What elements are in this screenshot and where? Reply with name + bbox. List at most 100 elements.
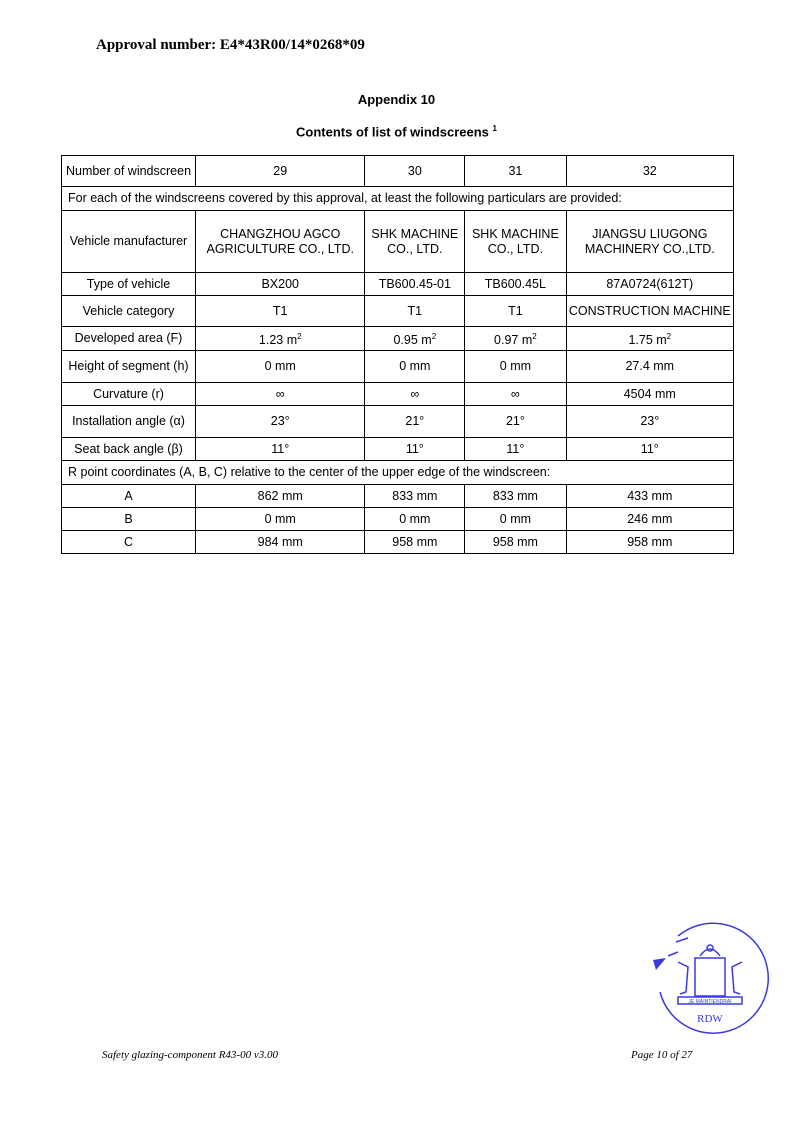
table-cell-text: 29 bbox=[273, 163, 288, 178]
row-label: B bbox=[61, 507, 196, 531]
table-cell-text: 23° bbox=[640, 414, 660, 428]
row-label: Vehicle category bbox=[61, 295, 196, 327]
table-row: Seat back angle (β) 11° 11° 11° 11° bbox=[61, 437, 735, 461]
row-label: Seat back angle (β) bbox=[61, 437, 196, 461]
table-cell: TB600.45L bbox=[464, 272, 567, 296]
table-cell-text: CONSTRUCTION MACHINE bbox=[568, 303, 731, 318]
row-label: Number of windscreen bbox=[61, 155, 196, 187]
table-cell-text: 984 mm bbox=[257, 534, 303, 549]
approval-number: Approval number: E4*43R00/14*0268*09 bbox=[96, 37, 365, 53]
table-cell-text: TB600.45L bbox=[484, 276, 546, 291]
table-cell-text: ∞ bbox=[410, 386, 420, 401]
table-cell: 11° bbox=[364, 437, 466, 461]
table-cell-text: 87A0724(612T) bbox=[606, 276, 694, 291]
r-point-intro: R point coordinates (A, B, C) relative t… bbox=[61, 460, 734, 485]
table-cell: 0 mm bbox=[464, 350, 567, 383]
rdw-stamp: JE MAINTIENDRAI RDW bbox=[653, 922, 769, 1034]
footnote-marker: 1 bbox=[492, 124, 497, 133]
table-cell: 833 mm bbox=[364, 484, 466, 508]
table-row: Vehicle category T1 T1 T1 CONSTRUCTION MACHI… bbox=[61, 295, 735, 327]
footer-document-id: Safety glazing-component R43-00 v3.00 bbox=[102, 1049, 278, 1061]
table-cell-text: 0.97 m bbox=[494, 333, 533, 348]
table-cell: SHK MACHINE CO., LTD. bbox=[364, 210, 466, 273]
table-cell-text: 1.23 m bbox=[258, 333, 298, 348]
table-cell-text: 27.4 mm bbox=[625, 359, 675, 373]
superscript: 2 bbox=[532, 331, 537, 341]
table-cell-text: BX200 bbox=[261, 276, 299, 291]
table-cell-text: CHANGZHOU AGCO AGRICULTURE CO., LTD. bbox=[206, 226, 354, 256]
table-cell-text: 11° bbox=[405, 441, 424, 456]
table-cell: CHANGZHOU AGCO AGRICULTURE CO., LTD. bbox=[194, 210, 366, 273]
table-cell: 0 mm bbox=[194, 350, 366, 383]
svg-text:JE MAINTIENDRAI: JE MAINTIENDRAI bbox=[688, 999, 731, 1005]
table-cell-text: 246 mm bbox=[627, 511, 673, 526]
table-cell-text: 0 mm bbox=[499, 511, 532, 526]
list-title: Contents of list of windscreens 1 bbox=[0, 124, 793, 139]
row-label-text: Vehicle category bbox=[82, 303, 175, 318]
row-label-text: Vehicle manufacturer bbox=[69, 234, 188, 248]
table-cell-text: 862 mm bbox=[257, 488, 303, 503]
table-cell-text: T1 bbox=[272, 303, 288, 318]
table-cell-text: 0 mm bbox=[264, 511, 296, 526]
row-label-text: C bbox=[123, 534, 134, 549]
table-cell-text: 21° bbox=[505, 414, 525, 428]
row-label-text: Number of windscreen bbox=[65, 163, 192, 178]
table-cell: 958 mm bbox=[364, 530, 466, 554]
table-cell-text: 958 mm bbox=[627, 534, 673, 549]
table-cell: 21° bbox=[464, 405, 567, 438]
table-cell: 4504 mm bbox=[565, 382, 735, 406]
table-cell: 23° bbox=[194, 405, 366, 438]
table-cell-text: 833 mm bbox=[392, 488, 438, 503]
table-cell: 246 mm bbox=[565, 507, 735, 531]
table-cell: T1 bbox=[194, 295, 366, 327]
table-cell-text: 31 bbox=[508, 163, 523, 178]
table-cell: JIANGSU LIUGONG MACHINERY CO.,LTD. bbox=[565, 210, 735, 273]
table-cell-text: 1.75 m bbox=[628, 333, 667, 348]
table-row: Installation angle (α) 23° 21° 21° 23° bbox=[61, 405, 735, 438]
table-row: Type of vehicle BX200 TB600.45-01 TB600.45L… bbox=[61, 272, 735, 296]
table-cell-text: T1 bbox=[508, 303, 523, 318]
row-label: A bbox=[61, 484, 196, 508]
table-cell: 958 mm bbox=[464, 530, 567, 554]
table-cell-text: 0 mm bbox=[399, 359, 431, 373]
table-cell-text: TB600.45-01 bbox=[378, 276, 451, 291]
svg-text:RDW: RDW bbox=[697, 1013, 723, 1025]
row-label: Installation angle (α) bbox=[61, 405, 196, 438]
table-cell-text: 23° bbox=[270, 414, 290, 428]
table-cell: 31 bbox=[464, 155, 567, 187]
table-cell-text: SHK MACHINE CO., LTD. bbox=[471, 226, 559, 256]
table-cell: 433 mm bbox=[565, 484, 735, 508]
table-row: Developed area (F) 1.23 m2 0.95 m2 0.97 m2 1… bbox=[61, 326, 735, 351]
table-cell: 0.97 m2 bbox=[464, 326, 567, 351]
table-cell: 1.75 m2 bbox=[565, 326, 735, 351]
table-cell-text: 958 mm bbox=[492, 534, 538, 549]
table-cell: T1 bbox=[464, 295, 567, 327]
table-cell-text: 11° bbox=[640, 441, 659, 456]
superscript: 2 bbox=[297, 331, 302, 341]
table-cell-text: ∞ bbox=[275, 386, 285, 401]
table-cell-text: ∞ bbox=[510, 386, 520, 401]
table-cell: SHK MACHINE CO., LTD. bbox=[464, 210, 567, 273]
row-label: Curvature (r) bbox=[61, 382, 196, 406]
row-label-text: Height of segment (h) bbox=[68, 359, 189, 373]
table-cell: 11° bbox=[464, 437, 567, 461]
footer-page-number: Page 10 of 27 bbox=[631, 1049, 693, 1061]
table-cell-text: 0 mm bbox=[399, 511, 431, 526]
row-label-text: A bbox=[124, 488, 133, 503]
table-cell: T1 bbox=[364, 295, 466, 327]
table-cell-text: 433 mm bbox=[627, 488, 673, 503]
table-row: Number of windscreen 29 30 31 32 bbox=[61, 155, 735, 187]
row-label: Height of segment (h) bbox=[61, 350, 196, 383]
table-cell-text: 30 bbox=[407, 163, 422, 178]
table-cell: 0 mm bbox=[364, 350, 466, 383]
table-cell-text: 4504 mm bbox=[623, 386, 676, 401]
appendix-title: Appendix 10 bbox=[357, 92, 436, 107]
table-cell-text: SHK MACHINE CO., LTD. bbox=[371, 226, 459, 256]
table-cell: 0 mm bbox=[364, 507, 466, 531]
table-cell-text: JIANGSU LIUGONG MACHINERY CO.,LTD. bbox=[584, 226, 715, 256]
row-label-text: Seat back angle (β) bbox=[74, 441, 183, 456]
table-cell: 0.95 m2 bbox=[364, 326, 466, 351]
table-cell: 29 bbox=[194, 155, 366, 187]
table-row: R point coordinates (A, B, C) relative t… bbox=[61, 460, 734, 485]
